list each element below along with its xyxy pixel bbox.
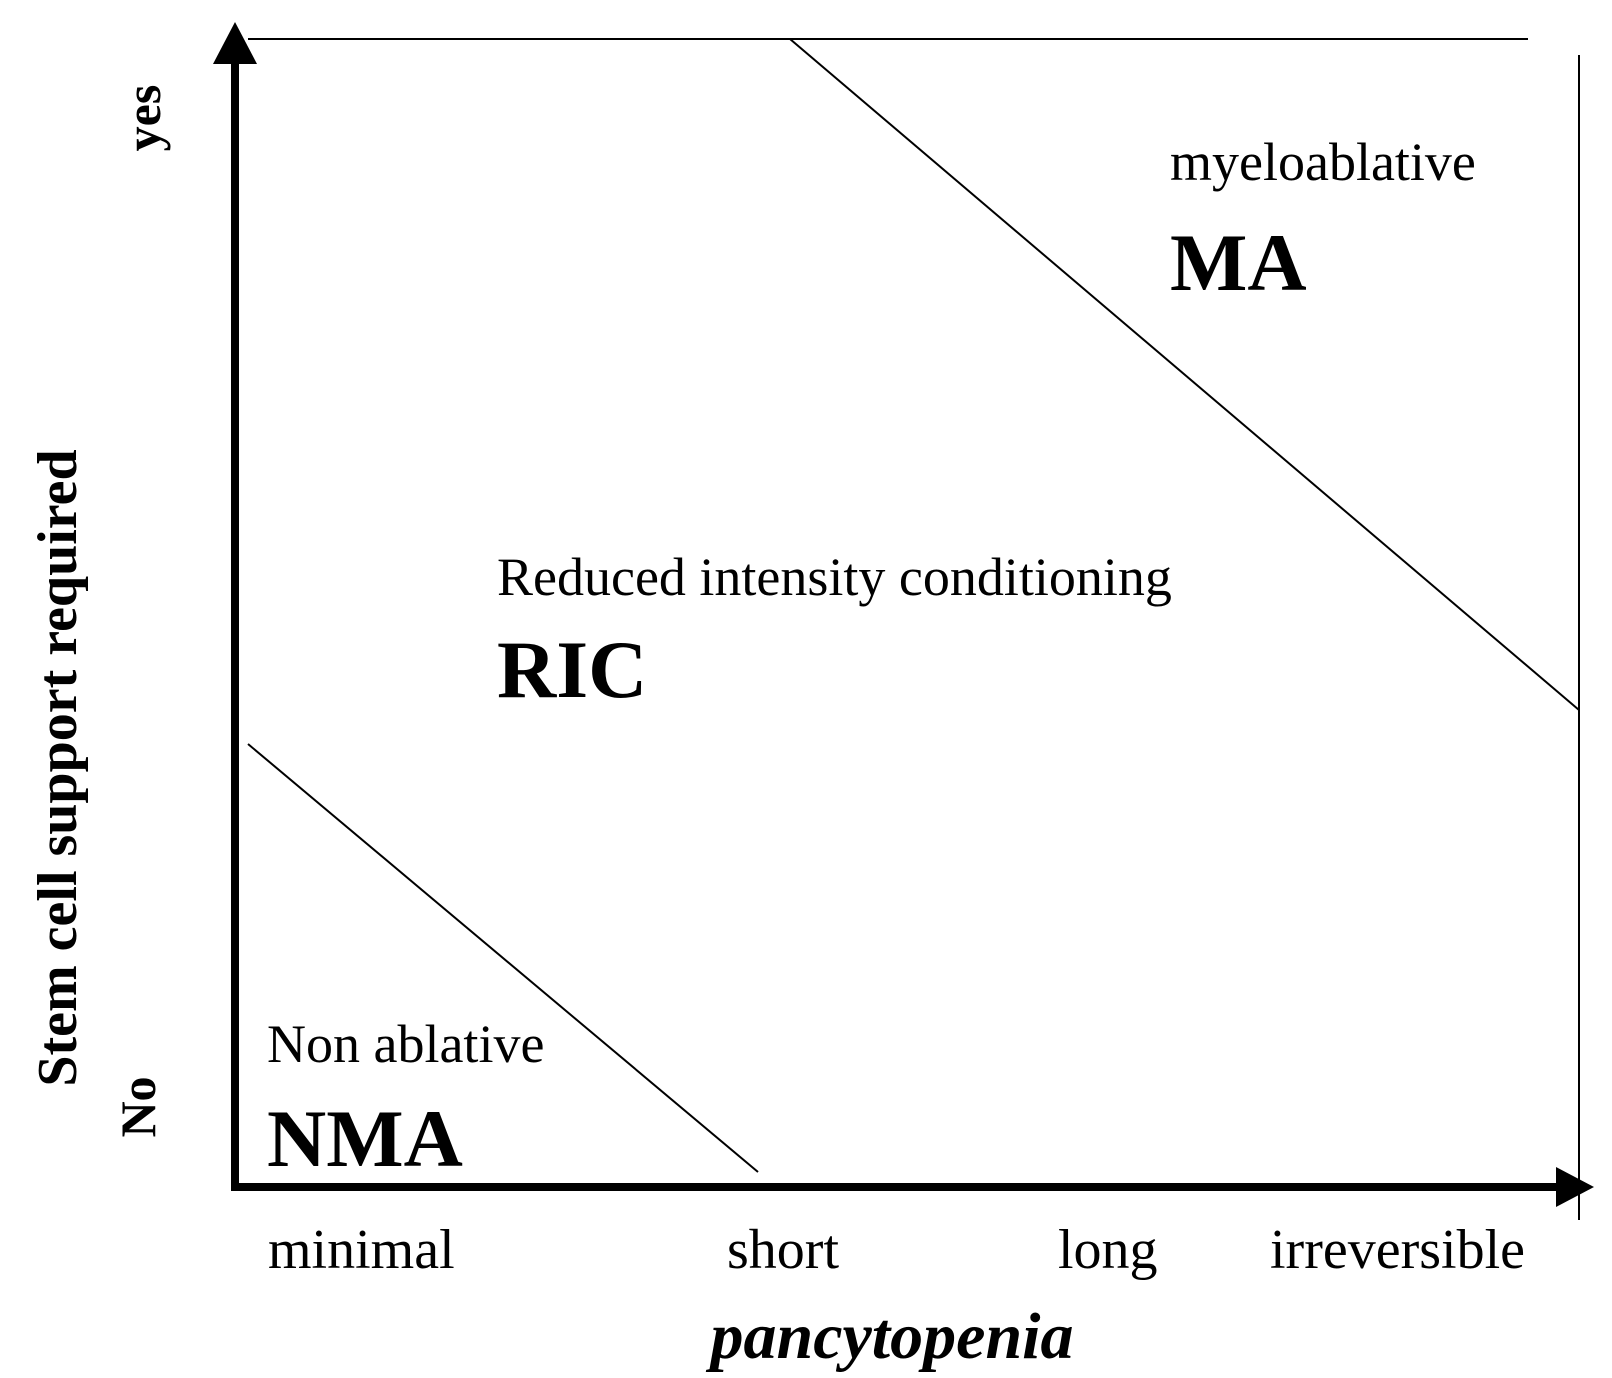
ma-subtitle: myeloablative xyxy=(1170,132,1476,192)
ric-nma-boundary-line xyxy=(247,743,759,1173)
ma-ric-boundary-line xyxy=(789,38,1580,711)
ma-abbr: MA xyxy=(1170,217,1307,308)
ric-abbr: RIC xyxy=(497,624,647,715)
x-tick-irreversible: irreversible xyxy=(1270,1219,1525,1281)
y-tick-no: No xyxy=(110,1076,166,1137)
x-axis-arrowhead xyxy=(1556,1167,1594,1207)
x-tick-short: short xyxy=(727,1219,839,1281)
x-axis-title: pancytopenia xyxy=(706,1300,1074,1373)
y-tick-yes: yes xyxy=(115,85,171,152)
x-tick-minimal: minimal xyxy=(268,1219,455,1281)
y-axis-title: Stem cell support required xyxy=(27,449,89,1086)
y-axis-arrowhead xyxy=(213,22,257,64)
nma-abbr: NMA xyxy=(267,1093,463,1184)
ric-subtitle: Reduced intensity conditioning xyxy=(497,547,1172,607)
x-tick-long: long xyxy=(1058,1219,1158,1281)
nma-subtitle: Non ablative xyxy=(267,1014,544,1074)
